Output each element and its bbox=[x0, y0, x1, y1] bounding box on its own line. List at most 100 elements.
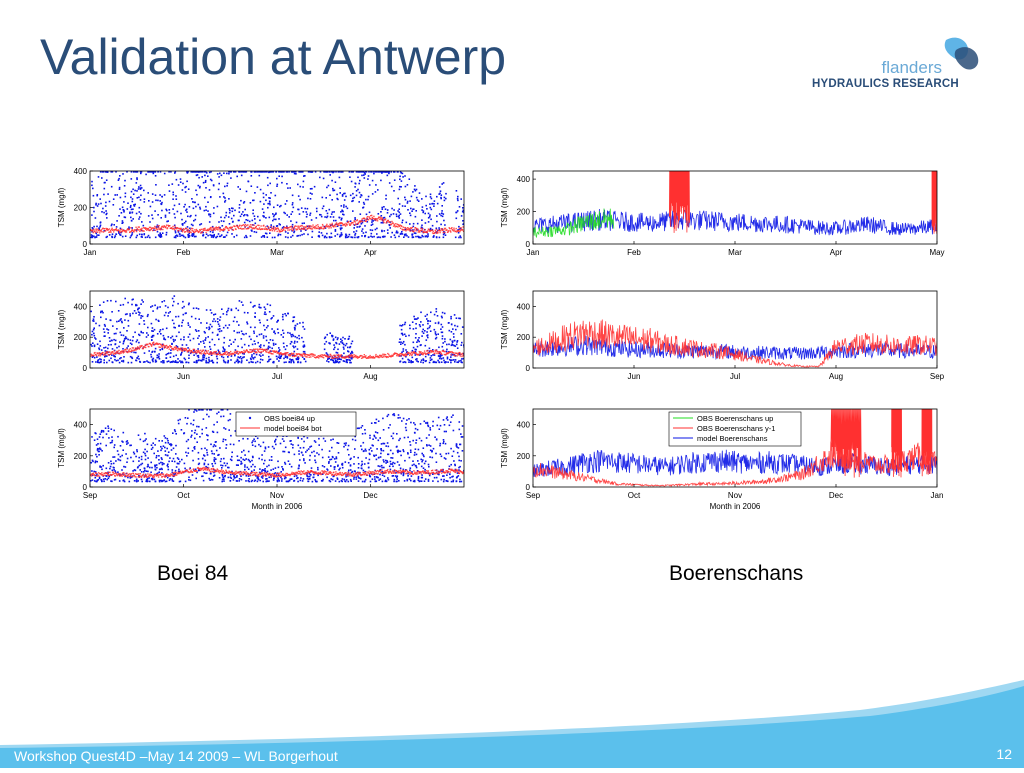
obs-point bbox=[156, 457, 158, 459]
obs-point bbox=[254, 343, 256, 345]
obs-point bbox=[237, 464, 239, 466]
obs-point bbox=[152, 359, 154, 361]
obs-point bbox=[145, 237, 147, 239]
model-point bbox=[453, 352, 454, 353]
obs-point bbox=[323, 205, 325, 207]
obs-point bbox=[455, 237, 457, 239]
obs-point bbox=[295, 173, 297, 175]
obs-point bbox=[444, 431, 446, 433]
obs-point bbox=[405, 423, 407, 425]
obs-point bbox=[295, 325, 297, 327]
obs-point bbox=[210, 231, 212, 233]
obs-point bbox=[326, 217, 328, 219]
obs-point bbox=[376, 448, 378, 450]
model-point bbox=[272, 353, 273, 354]
obs-point bbox=[406, 419, 408, 421]
obs-point bbox=[91, 234, 93, 236]
obs-point bbox=[219, 173, 221, 175]
obs-point bbox=[355, 476, 357, 478]
obs-point bbox=[93, 226, 95, 228]
obs-point bbox=[436, 236, 438, 238]
obs-point bbox=[114, 444, 116, 446]
obs-point bbox=[284, 451, 286, 453]
obs-point bbox=[107, 425, 109, 427]
obs-point bbox=[234, 362, 236, 364]
obs-point bbox=[223, 416, 225, 418]
obs-point bbox=[344, 443, 346, 445]
obs-point bbox=[449, 425, 451, 427]
model-point bbox=[173, 228, 174, 229]
obs-point bbox=[248, 362, 250, 364]
obs-point bbox=[273, 219, 275, 221]
obs-point bbox=[152, 218, 154, 220]
obs-point bbox=[213, 446, 215, 448]
obs-point bbox=[192, 450, 194, 452]
obs-point bbox=[262, 469, 264, 471]
obs-point bbox=[460, 433, 462, 435]
obs-point bbox=[246, 191, 248, 193]
obs-point bbox=[358, 477, 360, 479]
obs-point bbox=[244, 469, 246, 471]
obs-point bbox=[383, 206, 385, 208]
obs-point bbox=[395, 237, 397, 239]
obs-point bbox=[442, 312, 444, 314]
model-point bbox=[400, 355, 401, 356]
obs-point bbox=[437, 360, 439, 362]
model-point bbox=[427, 230, 428, 231]
obs-point bbox=[251, 230, 253, 232]
obs-point bbox=[321, 216, 323, 218]
obs-point bbox=[428, 320, 430, 322]
obs-point bbox=[97, 360, 99, 362]
obs-point bbox=[185, 221, 187, 223]
obs-point bbox=[378, 457, 380, 459]
obs-point bbox=[423, 467, 425, 469]
obs-point bbox=[426, 437, 428, 439]
obs-point bbox=[133, 193, 135, 195]
model-point bbox=[270, 350, 271, 351]
model-point bbox=[291, 228, 292, 229]
obs-point bbox=[448, 322, 450, 324]
obs-point bbox=[404, 205, 406, 207]
model-point bbox=[94, 352, 95, 353]
obs-point bbox=[436, 228, 438, 230]
obs-point bbox=[335, 480, 337, 482]
model-point bbox=[111, 228, 112, 229]
obs-point bbox=[147, 236, 149, 238]
obs-point bbox=[124, 185, 126, 187]
model-point bbox=[227, 352, 228, 353]
obs-point bbox=[209, 189, 211, 191]
obs-point bbox=[402, 205, 404, 207]
obs-point bbox=[246, 321, 248, 323]
obs-point bbox=[278, 218, 280, 220]
obs-point bbox=[266, 327, 268, 329]
obs-point bbox=[259, 220, 261, 222]
obs-point bbox=[223, 172, 225, 174]
obs-point bbox=[217, 321, 219, 323]
obs-point bbox=[120, 197, 122, 199]
obs-point bbox=[136, 235, 138, 237]
model-point bbox=[330, 227, 331, 228]
obs-point bbox=[294, 329, 296, 331]
obs-point bbox=[322, 235, 324, 237]
obs-point bbox=[418, 449, 420, 451]
obs-point bbox=[135, 456, 137, 458]
obs-point bbox=[407, 473, 409, 475]
obs-point bbox=[264, 313, 266, 315]
obs-point bbox=[426, 339, 428, 341]
obs-point bbox=[101, 431, 103, 433]
model-point bbox=[448, 230, 449, 231]
obs-point bbox=[183, 339, 185, 341]
model-point bbox=[417, 228, 418, 229]
obs-point bbox=[431, 355, 433, 357]
obs-point bbox=[340, 225, 342, 227]
obs-point bbox=[160, 446, 162, 448]
model-point bbox=[364, 354, 365, 355]
obs-point bbox=[426, 331, 428, 333]
obs-point bbox=[150, 354, 152, 356]
obs-point bbox=[394, 463, 396, 465]
obs-point bbox=[277, 204, 279, 206]
model-point bbox=[169, 348, 170, 349]
obs-point bbox=[197, 174, 199, 176]
obs-point bbox=[349, 347, 351, 349]
